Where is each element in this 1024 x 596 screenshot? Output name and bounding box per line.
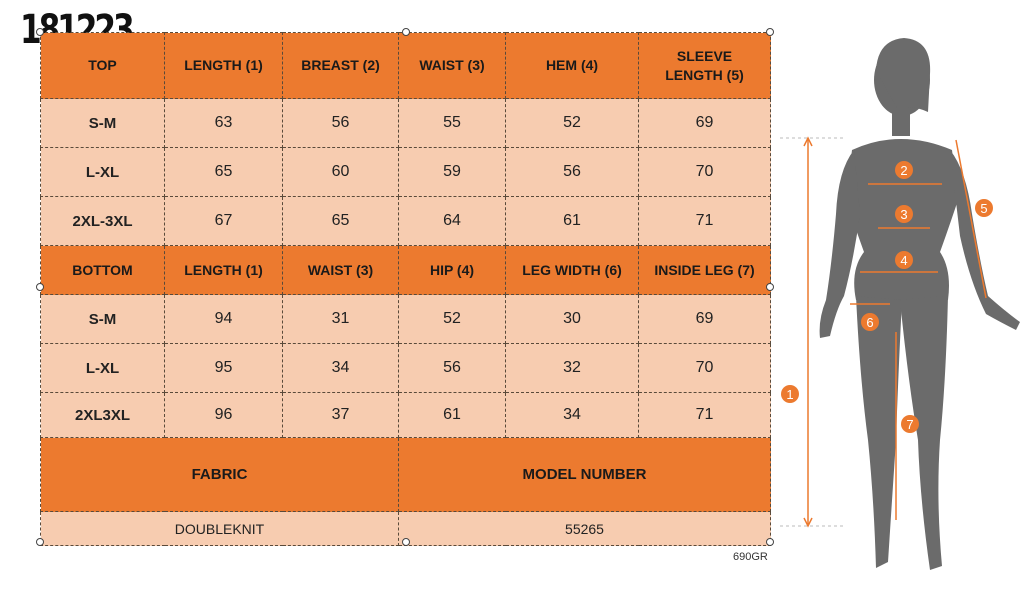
model-number-header: MODEL NUMBER <box>398 437 771 512</box>
value-cell: 71 <box>638 196 771 246</box>
value-cell: 67 <box>164 196 283 246</box>
marker-1: 1 <box>781 385 799 403</box>
top-header-hem: HEM (4) <box>505 32 639 99</box>
value-cell: 59 <box>398 147 506 197</box>
marker-4: 4 <box>895 251 913 269</box>
body-silhouette <box>819 38 1020 570</box>
value-cell: 56 <box>398 343 506 393</box>
value-cell: 52 <box>505 98 639 148</box>
top-header-length: LENGTH (1) <box>164 32 283 99</box>
value-cell: 30 <box>505 294 639 344</box>
value-cell: 70 <box>638 147 771 197</box>
value-cell: 65 <box>282 196 399 246</box>
value-cell: 94 <box>164 294 283 344</box>
value-cell: 37 <box>282 392 399 438</box>
svg-text:3: 3 <box>900 207 907 222</box>
value-cell: 70 <box>638 343 771 393</box>
top-header-label: TOP <box>40 32 165 99</box>
model-number-value[interactable]: 55265 <box>398 511 771 546</box>
size-label: S-M <box>40 98 165 148</box>
resize-handle-middle-right[interactable] <box>766 283 774 291</box>
size-label: S-M <box>40 294 165 344</box>
svg-text:6: 6 <box>866 315 873 330</box>
value-cell: 60 <box>282 147 399 197</box>
details-header-row: FABRIC MODEL NUMBER <box>40 437 771 512</box>
bottom-header-hip: HIP (4) <box>398 245 506 295</box>
size-label: 2XL-3XL <box>40 196 165 246</box>
bottom-header-length: LENGTH (1) <box>164 245 283 295</box>
svg-text:7: 7 <box>906 417 913 432</box>
value-cell: 61 <box>505 196 639 246</box>
value-cell: 96 <box>164 392 283 438</box>
sleeve-line-1: SLEEVE <box>676 47 733 64</box>
value-cell: 31 <box>282 294 399 344</box>
bottom-header-waist: WAIST (3) <box>282 245 399 295</box>
value-cell: 63 <box>164 98 283 148</box>
resize-handle-bottom-left[interactable] <box>36 538 44 546</box>
details-value-row: DOUBLEKNIT 55265 <box>40 511 771 546</box>
value-cell: 55 <box>398 98 506 148</box>
size-label: L-XL <box>40 147 165 197</box>
svg-text:2: 2 <box>900 163 907 178</box>
marker-7: 7 <box>901 415 919 433</box>
marker-2: 2 <box>895 161 913 179</box>
bottom-header-label: BOTTOM <box>40 245 165 295</box>
bottom-header-leg-width: LEG WIDTH (6) <box>505 245 639 295</box>
marker-5: 5 <box>975 199 993 217</box>
value-cell: 61 <box>398 392 506 438</box>
bottom-row: 2XL3XL 96 37 61 34 71 <box>40 392 771 438</box>
resize-handle-top-right[interactable] <box>766 28 774 36</box>
value-cell: 64 <box>398 196 506 246</box>
top-row: S-M 63 56 55 52 69 <box>40 98 771 148</box>
top-row: 2XL-3XL 67 65 64 61 71 <box>40 196 771 246</box>
value-cell: 56 <box>505 147 639 197</box>
value-cell: 69 <box>638 294 771 344</box>
bottom-header-inside-leg: INSIDE LEG (7) <box>638 245 771 295</box>
top-row: L-XL 65 60 59 56 70 <box>40 147 771 197</box>
value-cell: 69 <box>638 98 771 148</box>
value-cell: 95 <box>164 343 283 393</box>
measurement-lines <box>803 136 987 528</box>
size-label: 2XL3XL <box>40 392 165 438</box>
resize-handle-bottom-right[interactable] <box>766 538 774 546</box>
resize-handle-top-left[interactable] <box>36 28 44 36</box>
marker-6: 6 <box>861 313 879 331</box>
guide-lines <box>780 137 844 527</box>
svg-text:1: 1 <box>786 387 793 402</box>
measurement-markers: 1 2 3 4 5 6 7 <box>781 161 993 433</box>
resize-handle-middle-left[interactable] <box>36 283 44 291</box>
footer-code: 690GR <box>733 551 768 563</box>
fabric-value[interactable]: DOUBLEKNIT <box>40 511 399 546</box>
sleeve-line-2: LENGTH (5) <box>665 66 744 83</box>
value-cell: 71 <box>638 392 771 438</box>
resize-handle-top-middle[interactable] <box>402 28 410 36</box>
svg-text:5: 5 <box>980 201 987 216</box>
top-header-waist: WAIST (3) <box>398 32 506 99</box>
value-cell: 65 <box>164 147 283 197</box>
top-header-row: TOP LENGTH (1) BREAST (2) WAIST (3) HEM … <box>40 32 771 99</box>
top-header-sleeve-length: SLEEVE LENGTH (5) <box>638 32 771 99</box>
bottom-row: L-XL 95 34 56 32 70 <box>40 343 771 393</box>
value-cell: 34 <box>505 392 639 438</box>
bottom-row: S-M 94 31 52 30 69 <box>40 294 771 344</box>
marker-3: 3 <box>895 205 913 223</box>
value-cell: 56 <box>282 98 399 148</box>
body-measurement-figure: 1 2 3 4 5 6 7 <box>780 38 1020 570</box>
top-header-breast: BREAST (2) <box>282 32 399 99</box>
svg-text:4: 4 <box>900 253 907 268</box>
size-label: L-XL <box>40 343 165 393</box>
fabric-header: FABRIC <box>40 437 399 512</box>
resize-handle-bottom-middle[interactable] <box>402 538 410 546</box>
value-cell: 52 <box>398 294 506 344</box>
value-cell: 34 <box>282 343 399 393</box>
size-chart-table: TOP LENGTH (1) BREAST (2) WAIST (3) HEM … <box>40 32 771 546</box>
bottom-header-row: BOTTOM LENGTH (1) WAIST (3) HIP (4) LEG … <box>40 245 771 295</box>
value-cell: 32 <box>505 343 639 393</box>
